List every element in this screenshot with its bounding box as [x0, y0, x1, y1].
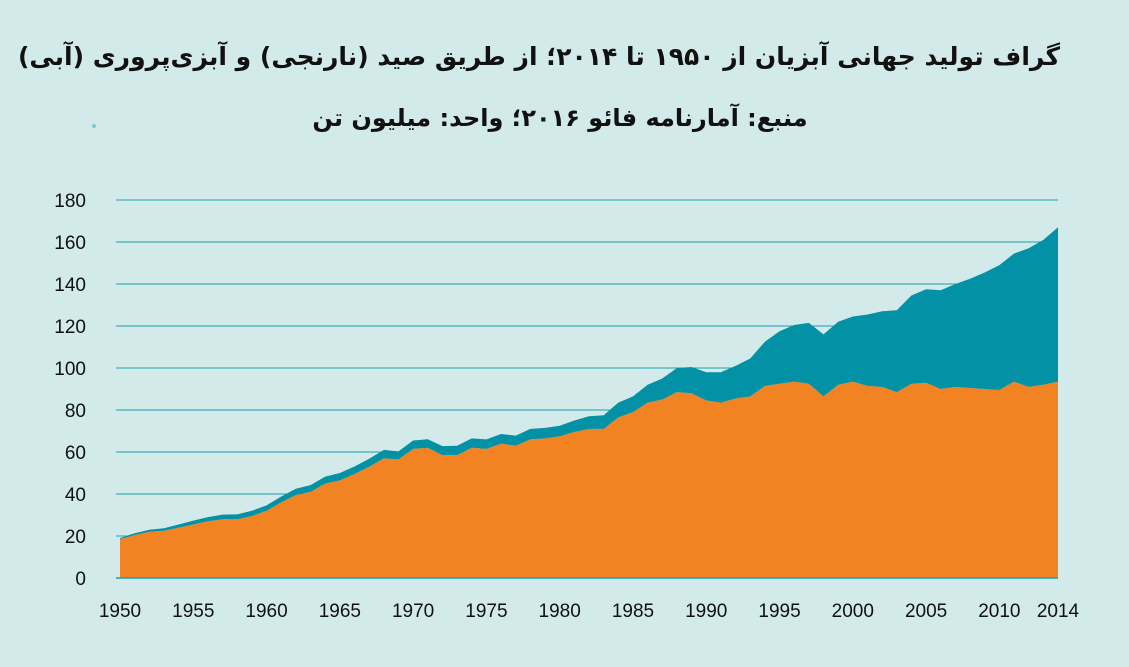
y-tick-label: 120	[54, 317, 86, 338]
x-tick-label: 1975	[465, 601, 507, 622]
area-aquaculture	[120, 227, 1058, 540]
x-tick-label: 1995	[758, 601, 800, 622]
y-tick-label: 60	[65, 443, 86, 464]
x-tick-label: 1990	[685, 601, 727, 622]
x-tick-label: 1965	[319, 601, 361, 622]
y-tick-label: 0	[75, 569, 86, 590]
area-capture	[120, 381, 1058, 578]
x-tick-label: 2010	[978, 601, 1020, 622]
y-tick-label: 140	[54, 275, 86, 296]
x-tick-label: 1955	[172, 601, 214, 622]
area-series	[120, 227, 1058, 578]
y-tick-labels: 0 20 40 60 80 100 120 140 160 180	[54, 191, 86, 590]
x-tick-label: 1980	[539, 601, 581, 622]
y-tick-label: 100	[54, 359, 86, 380]
x-tick-label: 1950	[99, 601, 141, 622]
chart-title: گراف تولید جهانی آبزیان از ۱۹۵۰ تا ۲۰۱۴؛…	[17, 42, 1060, 71]
decorative-dot	[92, 124, 96, 128]
y-tick-label: 80	[65, 401, 86, 422]
x-tick-label: 1970	[392, 601, 434, 622]
y-tick-label: 180	[54, 191, 86, 212]
y-tick-label: 40	[65, 485, 86, 506]
x-tick-label: 2005	[905, 601, 947, 622]
x-tick-label: 1960	[245, 601, 287, 622]
y-tick-label: 20	[65, 527, 86, 548]
x-tick-label: 1985	[612, 601, 654, 622]
chart-subtitle: منبع: آمارنامه فائو ۲۰۱۶؛ واحد: میلیون ت…	[312, 104, 808, 132]
x-tick-label: 2014	[1037, 601, 1080, 622]
y-tick-label: 160	[54, 233, 86, 254]
x-tick-labels: 1950 1955 1960 1965 1970 1975 1980 1985 1990 1995…	[99, 601, 1080, 622]
x-tick-label: 2000	[832, 601, 874, 622]
